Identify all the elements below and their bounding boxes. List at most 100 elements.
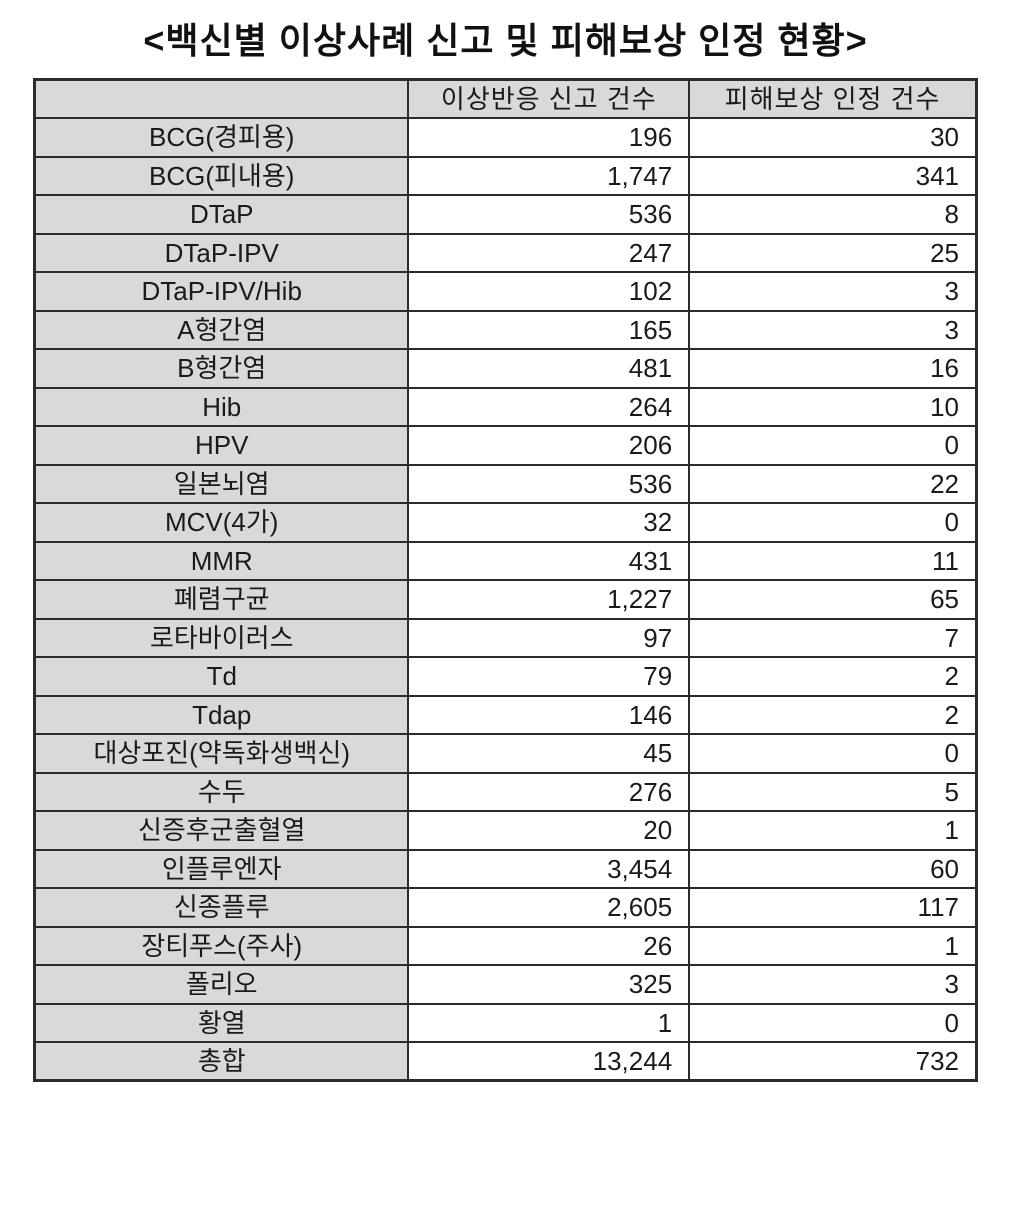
- vaccine-name-cell: 신종플루: [33, 887, 410, 928]
- table-row: Tdap 146 2: [33, 694, 978, 735]
- compensation-count-cell: 3: [688, 964, 978, 1005]
- table-header: 이상반응 신고 건수 피해보상 인정 건수: [33, 78, 978, 119]
- report-count-cell: 45: [407, 733, 691, 774]
- compensation-count-cell: 7: [688, 617, 978, 658]
- table-row: B형간염 481 16: [33, 348, 978, 389]
- header-row: 이상반응 신고 건수 피해보상 인정 건수: [33, 78, 978, 119]
- vaccine-name-cell: 인플루엔자: [33, 848, 410, 889]
- compensation-count-cell: 2: [688, 656, 978, 697]
- report-count-cell: 196: [407, 117, 691, 158]
- report-count-cell: 1,227: [407, 579, 691, 620]
- compensation-count-cell: 1: [688, 810, 978, 851]
- table-row: 장티푸스(주사) 26 1: [33, 925, 978, 966]
- vaccine-name-cell: MCV(4가): [33, 502, 410, 543]
- report-count-cell: 13,244: [407, 1041, 691, 1082]
- vaccine-name-cell: DTaP: [33, 194, 410, 235]
- vaccine-name-cell: BCG(피내용): [33, 155, 410, 196]
- table-row: Hib 264 10: [33, 386, 978, 427]
- report-count-cell: 26: [407, 925, 691, 966]
- compensation-count-cell: 341: [688, 155, 978, 196]
- compensation-count-cell: 11: [688, 540, 978, 581]
- vaccine-name-cell: 대상포진(약독화생백신): [33, 733, 410, 774]
- table-row: A형간염 165 3: [33, 309, 978, 350]
- compensation-count-cell: 65: [688, 579, 978, 620]
- report-count-cell: 536: [407, 194, 691, 235]
- vaccine-name-cell: HPV: [33, 425, 410, 466]
- compensation-count-cell: 10: [688, 386, 978, 427]
- report-count-cell: 264: [407, 386, 691, 427]
- report-count-cell: 102: [407, 271, 691, 312]
- report-count-cell: 1: [407, 1002, 691, 1043]
- table-row: DTaP-IPV 247 25: [33, 232, 978, 273]
- table-row: 신증후군출혈열 20 1: [33, 810, 978, 851]
- vaccine-name-cell: B형간염: [33, 348, 410, 389]
- table-row: BCG(경피용) 196 30: [33, 117, 978, 158]
- table-row: 총합 13,244 732: [33, 1041, 978, 1082]
- table-row: 수두 276 5: [33, 771, 978, 812]
- vaccine-name-cell: 폴리오: [33, 964, 410, 1005]
- report-count-cell: 325: [407, 964, 691, 1005]
- compensation-count-cell: 0: [688, 502, 978, 543]
- compensation-count-cell: 3: [688, 309, 978, 350]
- vaccine-name-cell: DTaP-IPV: [33, 232, 410, 273]
- table-row: 로타바이러스 97 7: [33, 617, 978, 658]
- vaccine-name-cell: 장티푸스(주사): [33, 925, 410, 966]
- table-row: 폐렴구균 1,227 65: [33, 579, 978, 620]
- vaccine-name-cell: DTaP-IPV/Hib: [33, 271, 410, 312]
- vaccine-name-cell: 수두: [33, 771, 410, 812]
- vaccine-name-cell: MMR: [33, 540, 410, 581]
- table-body: BCG(경피용) 196 30 BCG(피내용) 1,747 341 DTaP …: [33, 117, 978, 1082]
- report-count-cell: 247: [407, 232, 691, 273]
- vaccine-name-cell: A형간염: [33, 309, 410, 350]
- report-count-cell: 431: [407, 540, 691, 581]
- table-row: 신종플루 2,605 117: [33, 887, 978, 928]
- compensation-count-cell: 16: [688, 348, 978, 389]
- vaccine-adverse-events-table: 이상반응 신고 건수 피해보상 인정 건수 BCG(경피용) 196 30 BC…: [33, 78, 978, 1082]
- vaccine-name-cell: Hib: [33, 386, 410, 427]
- table-row: HPV 206 0: [33, 425, 978, 466]
- table-row: MCV(4가) 32 0: [33, 502, 978, 543]
- vaccine-name-cell: 일본뇌염: [33, 463, 410, 504]
- vaccine-name-cell: 폐렴구균: [33, 579, 410, 620]
- table-row: BCG(피내용) 1,747 341: [33, 155, 978, 196]
- vaccine-name-cell: 총합: [33, 1041, 410, 1082]
- table-row: 폴리오 325 3: [33, 964, 978, 1005]
- compensation-count-cell: 22: [688, 463, 978, 504]
- header-vaccine-blank: [33, 78, 410, 119]
- report-count-cell: 206: [407, 425, 691, 466]
- report-count-cell: 2,605: [407, 887, 691, 928]
- compensation-count-cell: 8: [688, 194, 978, 235]
- compensation-count-cell: 0: [688, 1002, 978, 1043]
- table-row: DTaP 536 8: [33, 194, 978, 235]
- table-row: 인플루엔자 3,454 60: [33, 848, 978, 889]
- compensation-count-cell: 0: [688, 425, 978, 466]
- header-report-count: 이상반응 신고 건수: [407, 78, 691, 119]
- compensation-count-cell: 732: [688, 1041, 978, 1082]
- compensation-count-cell: 25: [688, 232, 978, 273]
- compensation-count-cell: 5: [688, 771, 978, 812]
- table-row: DTaP-IPV/Hib 102 3: [33, 271, 978, 312]
- table-row: 일본뇌염 536 22: [33, 463, 978, 504]
- report-count-cell: 481: [407, 348, 691, 389]
- report-count-cell: 20: [407, 810, 691, 851]
- report-count-cell: 79: [407, 656, 691, 697]
- report-count-cell: 276: [407, 771, 691, 812]
- report-count-cell: 32: [407, 502, 691, 543]
- vaccine-name-cell: Td: [33, 656, 410, 697]
- table-title: <백신별 이상사례 신고 및 피해보상 인정 현황>: [143, 20, 868, 61]
- compensation-count-cell: 3: [688, 271, 978, 312]
- report-count-cell: 3,454: [407, 848, 691, 889]
- compensation-count-cell: 60: [688, 848, 978, 889]
- table-row: 황열 1 0: [33, 1002, 978, 1043]
- vaccine-name-cell: BCG(경피용): [33, 117, 410, 158]
- vaccine-name-cell: 황열: [33, 1002, 410, 1043]
- compensation-count-cell: 2: [688, 694, 978, 735]
- compensation-count-cell: 1: [688, 925, 978, 966]
- vaccine-name-cell: 로타바이러스: [33, 617, 410, 658]
- vaccine-name-cell: Tdap: [33, 694, 410, 735]
- table-row: 대상포진(약독화생백신) 45 0: [33, 733, 978, 774]
- header-compensation-count: 피해보상 인정 건수: [688, 78, 978, 119]
- report-count-cell: 1,747: [407, 155, 691, 196]
- report-count-cell: 165: [407, 309, 691, 350]
- table-row: MMR 431 11: [33, 540, 978, 581]
